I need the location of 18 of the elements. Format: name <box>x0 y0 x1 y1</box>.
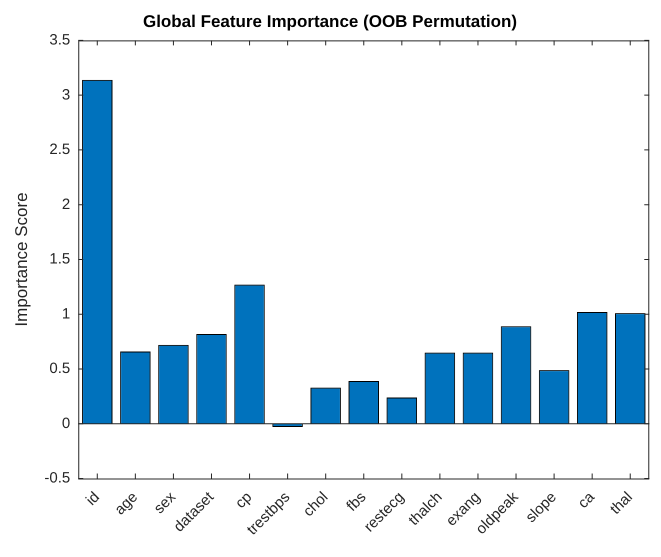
x-tick-label: age <box>111 488 142 518</box>
x-tick-label: chol <box>300 488 332 520</box>
y-tick-label: -0.5 <box>44 470 70 487</box>
y-tick-label: 3 <box>62 86 70 104</box>
y-tick-label: 3.5 <box>49 32 70 49</box>
y-tick-label: 1.5 <box>49 250 70 268</box>
y-tick-label: 0 <box>62 414 70 432</box>
y-tick-label: 0.5 <box>49 360 70 378</box>
y-tick-label: 2.5 <box>49 141 70 158</box>
y-tick-label: 1 <box>62 305 70 322</box>
x-tick-label: fbs <box>343 488 370 515</box>
x-tick-label: thal <box>606 488 636 518</box>
chart-title: Global Feature Importance (OOB Permutation) <box>142 12 518 31</box>
x-tick-label: sex <box>150 488 180 518</box>
x-tick-label: ca <box>574 488 598 512</box>
y-tick-label: 2 <box>62 196 70 213</box>
x-tick-label: id <box>82 488 104 509</box>
y-axis-title: Importance Score <box>12 192 31 327</box>
